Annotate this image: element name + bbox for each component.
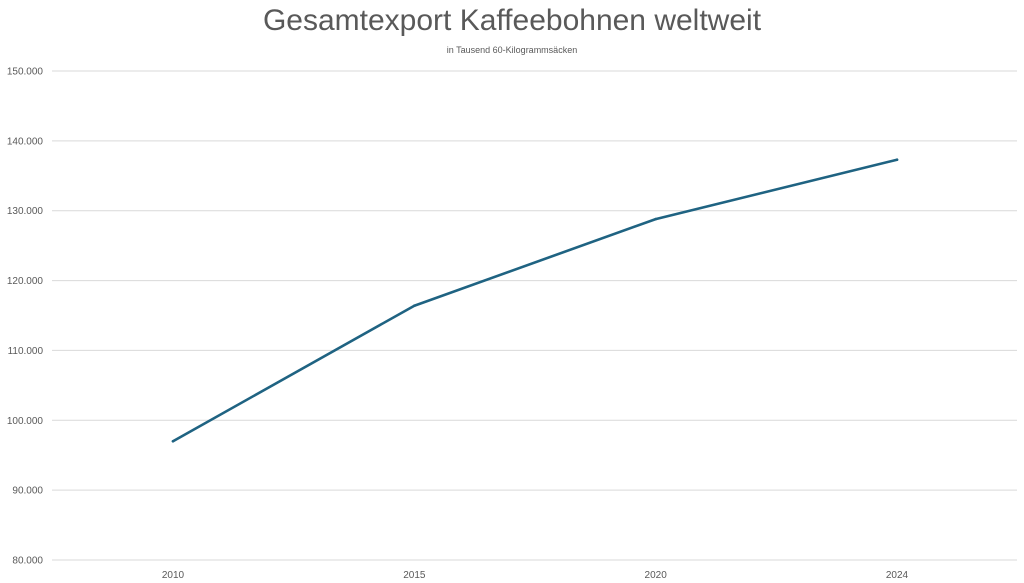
y-axis-ticks: 80.000 90.000 100.000 110.000 120.000 130.000…	[7, 67, 44, 567]
data-point	[171, 439, 175, 443]
y-tick-label: 110.000	[8, 346, 44, 357]
series-layer	[171, 158, 899, 443]
y-tick-label: 90.000	[12, 486, 43, 497]
series-line	[171, 158, 899, 443]
y-tick-label: 140.000	[7, 136, 44, 147]
chart-subtitle: in Tausend 60-Kilogrammsäcken	[446, 45, 578, 55]
data-point	[413, 304, 416, 308]
data-point	[895, 158, 899, 162]
y-tick-label: 150.000	[7, 67, 44, 78]
gridlines	[52, 70, 1017, 561]
x-tick-label: 2020	[645, 570, 668, 581]
chart-title: Gesamtexport Kaffeebohnen weltweit	[262, 4, 762, 37]
y-tick-label: 130.000	[7, 206, 44, 217]
x-tick-label: 2015	[403, 570, 426, 581]
x-tick-label: 2010	[162, 570, 185, 581]
y-tick-label: 80.000	[12, 556, 43, 567]
y-tick-label: 100.000	[7, 416, 44, 427]
x-tick-label: 2024	[886, 570, 909, 581]
y-tick-label: 120.000	[7, 276, 44, 287]
data-point	[654, 217, 657, 221]
x-axis-ticks: 2010 2015 2020 2024	[162, 570, 909, 581]
